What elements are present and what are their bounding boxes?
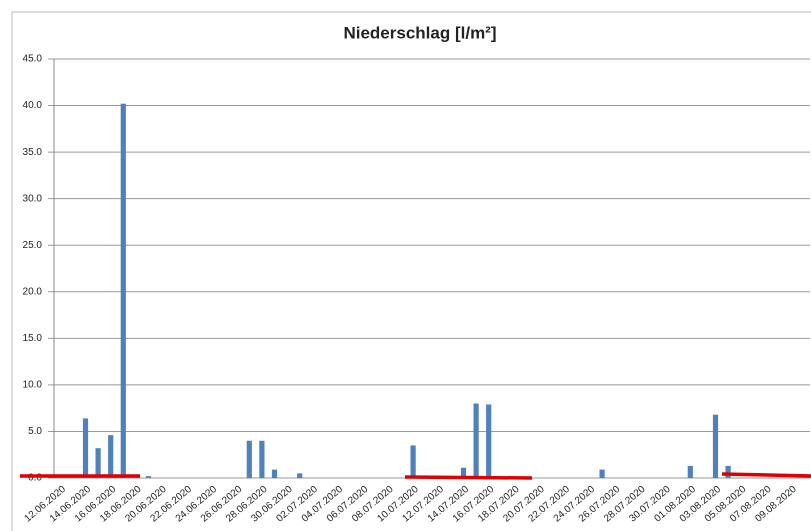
annotation-line <box>721 472 811 478</box>
bar <box>95 448 101 478</box>
plot-area: 0.05.010.015.020.025.030.035.040.045.012… <box>23 54 810 525</box>
bar <box>599 469 605 478</box>
chart-title: Niederschlag [l/m²] <box>343 23 496 42</box>
bar <box>297 473 303 478</box>
y-tick-label: 0.0 <box>28 473 42 484</box>
annotation-line <box>404 475 533 480</box>
bar <box>82 418 89 478</box>
bar <box>271 469 278 478</box>
y-tick-label: 5.0 <box>28 426 42 437</box>
annotation-lines <box>20 472 811 480</box>
bar <box>725 465 731 478</box>
bar <box>108 435 114 478</box>
bar <box>486 404 492 478</box>
bar <box>460 467 467 478</box>
bar <box>473 403 479 478</box>
bar <box>712 414 719 478</box>
y-tick-label: 15.0 <box>23 333 43 344</box>
bar <box>410 445 416 478</box>
bar <box>145 476 152 478</box>
bar <box>246 440 252 478</box>
y-tick-label: 30.0 <box>23 193 43 204</box>
y-tick-label: 40.0 <box>23 100 43 111</box>
bar <box>120 103 126 479</box>
bar <box>259 440 265 478</box>
y-tick-label: 35.0 <box>23 147 43 158</box>
y-tick-label: 25.0 <box>23 240 43 251</box>
y-tick-label: 20.0 <box>23 286 43 297</box>
y-tick-label: 45.0 <box>23 54 43 65</box>
bar <box>687 465 693 478</box>
y-tick-label: 10.0 <box>23 380 43 391</box>
chart-frame <box>11 11 811 531</box>
